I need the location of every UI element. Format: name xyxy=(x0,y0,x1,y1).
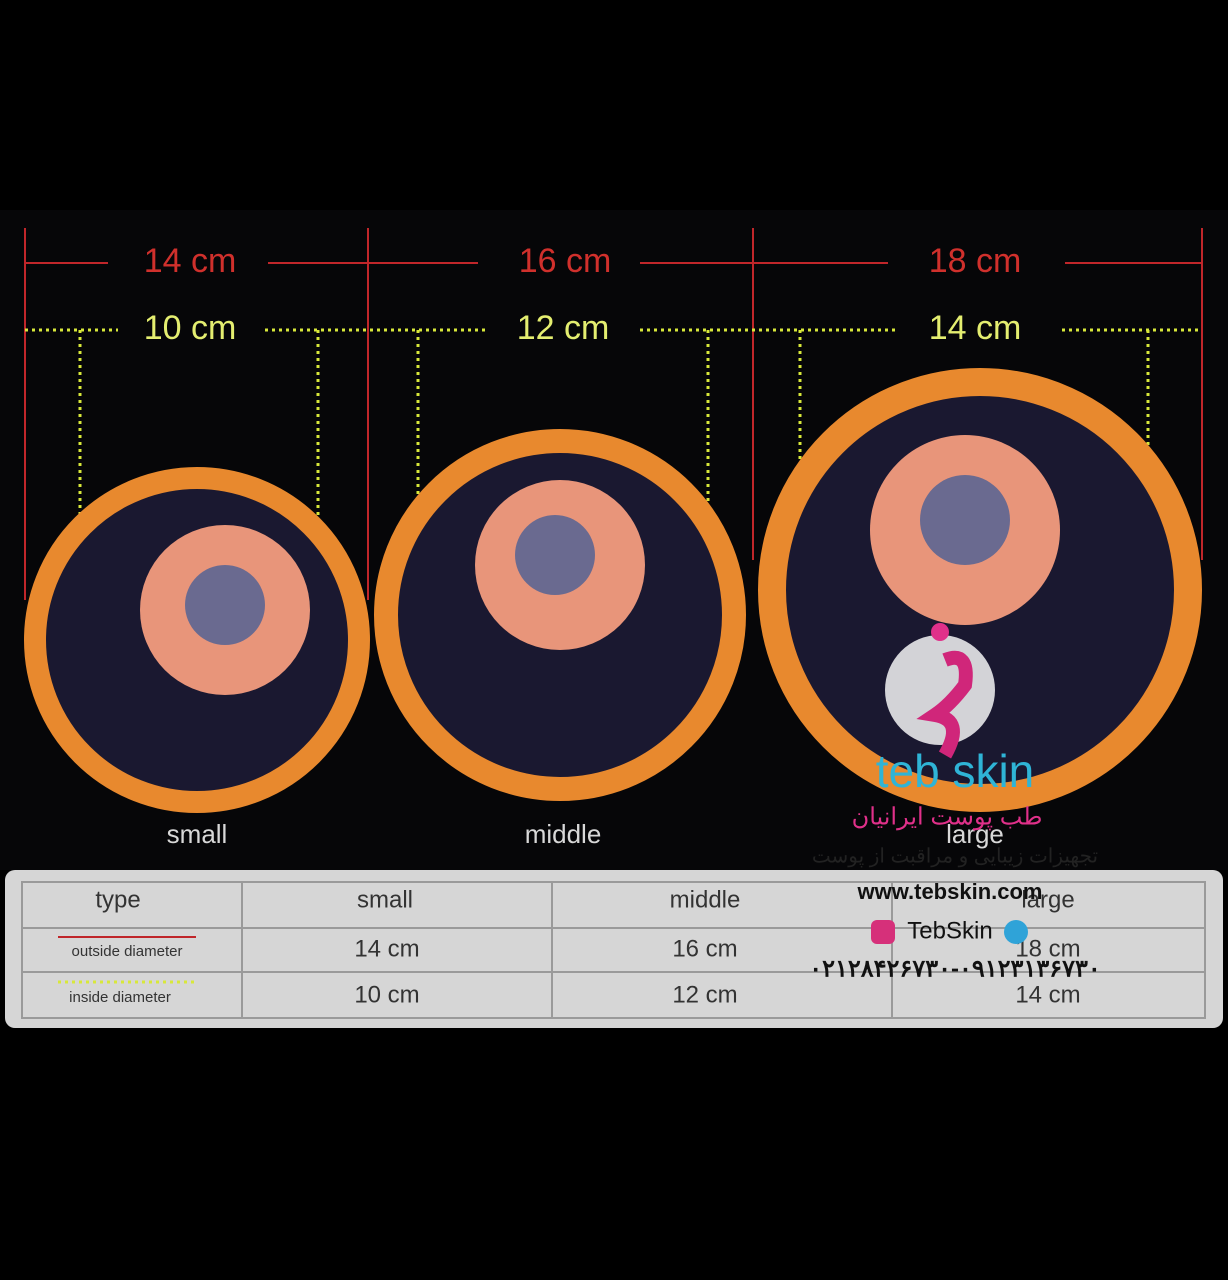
table-cell: 10 cm xyxy=(354,981,419,1008)
outside-label: 18 cm xyxy=(929,242,1022,280)
logo xyxy=(885,635,995,745)
table-cell: 18 cm xyxy=(1015,935,1080,962)
inside-label: 12 cm xyxy=(517,309,610,347)
cup-labels: small middle large xyxy=(167,819,1004,849)
tagline: تجهیزات زیبایی و مراقبت از پوست xyxy=(812,845,1098,867)
table-cell: 14 cm xyxy=(354,935,419,962)
instagram-icon xyxy=(871,920,895,944)
table-cell: 16 cm xyxy=(672,935,737,962)
table-bg xyxy=(5,870,1223,1028)
cups xyxy=(24,368,1202,813)
cup xyxy=(24,467,370,813)
table-cell: outside diameter xyxy=(72,943,183,960)
phone: ۰۲۱۲۸۴۲۶۷۳۰-۰۹۱۲۳۱۳۶۷۳۰ xyxy=(809,955,1101,982)
cup-led xyxy=(185,565,265,645)
telegram-icon xyxy=(1004,920,1028,944)
logo-dot xyxy=(931,623,949,641)
cup-label: small xyxy=(167,819,228,849)
brand: teb skin xyxy=(876,745,1035,797)
outside-label: 14 cm xyxy=(144,242,237,280)
table-header: large xyxy=(1021,886,1074,913)
table-border xyxy=(21,881,1206,1019)
cup-label: large xyxy=(946,819,1004,849)
dim-labels: 14 cm 16 cm 18 cm 10 cm 12 cm 14 cm xyxy=(144,242,1022,347)
cup-led xyxy=(515,515,595,595)
cup-label: middle xyxy=(525,819,602,849)
table-header: type xyxy=(95,886,140,913)
table-header: small xyxy=(357,886,413,913)
watermark: teb skin طب پوست ایرانیان تجهیزات زیبایی… xyxy=(809,623,1101,982)
cup xyxy=(758,368,1202,812)
table: type small middle large outside diameter… xyxy=(5,870,1223,1028)
inside-label: 14 cm xyxy=(929,309,1022,347)
website: www.tebskin.com xyxy=(856,879,1042,904)
outside-lines xyxy=(24,228,1203,600)
handle: TebSkin xyxy=(907,917,992,944)
table-cell: 12 cm xyxy=(672,981,737,1008)
cup xyxy=(374,429,746,801)
logo-mark xyxy=(916,650,973,759)
cup-led xyxy=(920,475,1010,565)
outside-label: 16 cm xyxy=(519,242,612,280)
table-cell: inside diameter xyxy=(69,989,171,1006)
table-header: middle xyxy=(670,886,741,913)
inside-label: 10 cm xyxy=(144,309,237,347)
table-cell: 14 cm xyxy=(1015,981,1080,1008)
brand-fa: طب پوست ایرانیان xyxy=(852,803,1043,830)
